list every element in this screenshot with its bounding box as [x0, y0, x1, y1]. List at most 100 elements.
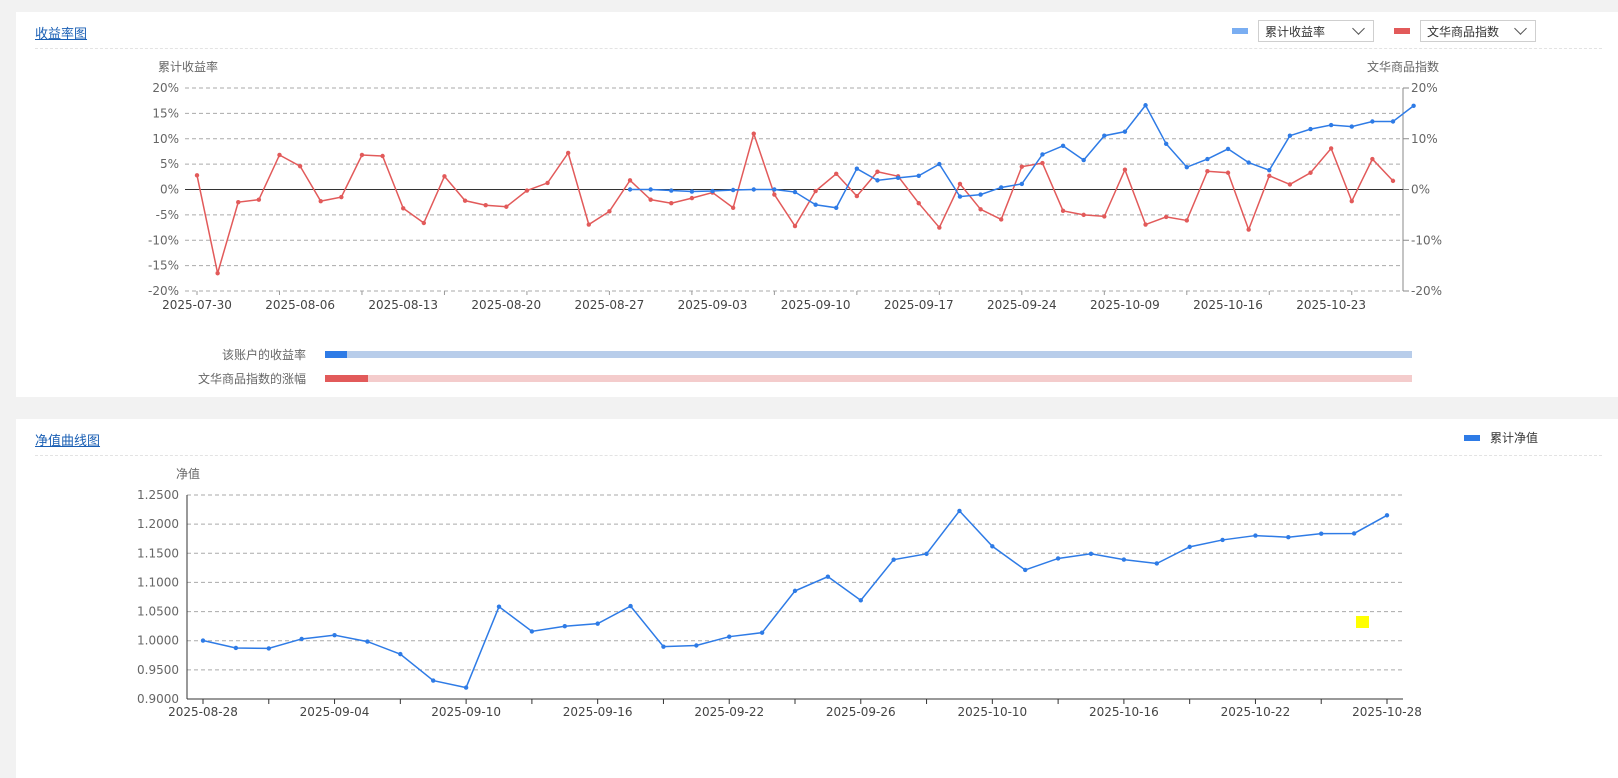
data-point: [277, 152, 282, 158]
data-point: [1370, 119, 1375, 124]
data-point: [978, 207, 983, 212]
data-point: [1184, 164, 1189, 170]
y-tick-label: 0.9500: [137, 663, 179, 677]
cumulative-return-select[interactable]: 累计收益率: [1258, 20, 1374, 42]
y-tick-label: 1.0000: [137, 634, 179, 648]
data-point: [1019, 181, 1025, 187]
index-select[interactable]: 文华商品指数: [1420, 20, 1536, 42]
return-rate-title[interactable]: 收益率图: [35, 27, 88, 42]
data-point: [1349, 198, 1354, 204]
data-point: [875, 178, 880, 183]
legend-cumulative-return[interactable]: 累计收益率: [1232, 20, 1374, 42]
y-tick-label: 1.2500: [137, 488, 179, 502]
y-tick-label: 15%: [152, 106, 179, 120]
x-tick-label: 2025-10-10: [957, 705, 1027, 719]
data-point: [1246, 227, 1251, 232]
data-point: [727, 634, 732, 639]
data-point: [1102, 133, 1107, 138]
data-point: [792, 189, 798, 195]
x-tick-label: 2025-09-03: [678, 298, 748, 312]
data-point: [957, 181, 963, 187]
data-point: [1286, 534, 1291, 540]
y-tick-label: 1.0500: [137, 605, 179, 619]
data-point: [496, 604, 502, 609]
data-point: [1055, 556, 1061, 561]
x-tick-label: 2025-09-17: [884, 298, 954, 312]
y2-tick-label: -20%: [1411, 284, 1442, 298]
data-point: [1308, 170, 1313, 175]
data-point: [792, 223, 798, 229]
data-point: [1328, 122, 1334, 128]
data-point: [462, 198, 468, 203]
x-tick-label: 2025-09-26: [826, 705, 896, 719]
data-point: [628, 603, 633, 609]
data-point: [1143, 222, 1148, 227]
data-point: [689, 195, 695, 201]
data-point: [1287, 133, 1293, 138]
data-point: [266, 646, 271, 651]
data-point: [463, 685, 469, 690]
x-tick-label: 2025-08-06: [265, 298, 335, 312]
y-tick-label: 20%: [152, 81, 179, 95]
data-point: [1390, 119, 1396, 124]
data-point: [421, 220, 427, 226]
data-point: [661, 644, 666, 649]
nav-curve-title[interactable]: 净值曲线图: [35, 434, 101, 449]
data-point: [1225, 170, 1231, 175]
data-point: [318, 198, 323, 204]
y-tick-label: 0.9000: [137, 692, 179, 706]
progress-fill: [325, 351, 347, 358]
data-point: [194, 173, 200, 178]
data-point: [1246, 160, 1251, 165]
data-point: [1088, 551, 1094, 557]
y-tick-label: 1.1000: [137, 575, 179, 589]
y-tick-label: -20%: [148, 284, 179, 298]
data-point: [689, 189, 695, 194]
data-point: [1184, 218, 1189, 223]
data-point: [1060, 208, 1066, 214]
y2-tick-label: 20%: [1411, 81, 1438, 95]
data-point: [1060, 143, 1066, 149]
x-tick-label: 2025-10-23: [1296, 298, 1366, 312]
data-point: [1023, 567, 1028, 573]
data-point: [694, 643, 699, 648]
data-point: [875, 169, 880, 174]
data-point: [772, 192, 777, 197]
data-point: [431, 678, 436, 683]
data-point: [730, 205, 736, 210]
legend-index[interactable]: 文华商品指数: [1394, 20, 1536, 42]
data-point: [834, 171, 839, 176]
data-point: [595, 621, 600, 626]
data-point: [957, 508, 962, 514]
data-point: [1040, 152, 1045, 157]
axis-title: 净值: [176, 466, 200, 481]
x-tick-label: 2025-09-04: [300, 705, 370, 719]
y-tick-label: 1.2000: [137, 517, 179, 531]
series-line: [196, 131, 1394, 274]
data-point: [916, 173, 921, 178]
data-point: [813, 202, 818, 207]
data-point: [669, 201, 674, 206]
progress-track: [325, 375, 1412, 382]
data-point: [916, 201, 921, 206]
data-point: [1319, 531, 1324, 536]
x-tick-label: 2025-10-09: [1090, 298, 1160, 312]
data-point: [669, 188, 674, 193]
data-point: [895, 175, 901, 181]
return-rate-chart: 累计收益率 文华商品指数 20% 15% 10% 5% 0% -5% -10% -15% -20…: [148, 59, 1442, 312]
data-point: [730, 187, 736, 193]
x-tick-label: 2025-10-16: [1193, 298, 1263, 312]
data-point: [1163, 141, 1169, 147]
data-point: [1040, 160, 1045, 166]
legend-cumulative-nav[interactable]: 累计净值: [1464, 429, 1538, 446]
x-tick-label: 2025-09-24: [987, 298, 1057, 312]
data-point: [1308, 126, 1313, 132]
cumulative-return-select-value: 累计收益率: [1265, 24, 1326, 39]
data-point: [1081, 212, 1086, 218]
legend-swatch-icon: [1394, 28, 1410, 34]
data-point: [1267, 173, 1272, 178]
chevron-down-icon: [1352, 22, 1365, 35]
data-point: [442, 174, 447, 179]
data-point: [1349, 124, 1354, 129]
divider: [35, 48, 1602, 49]
